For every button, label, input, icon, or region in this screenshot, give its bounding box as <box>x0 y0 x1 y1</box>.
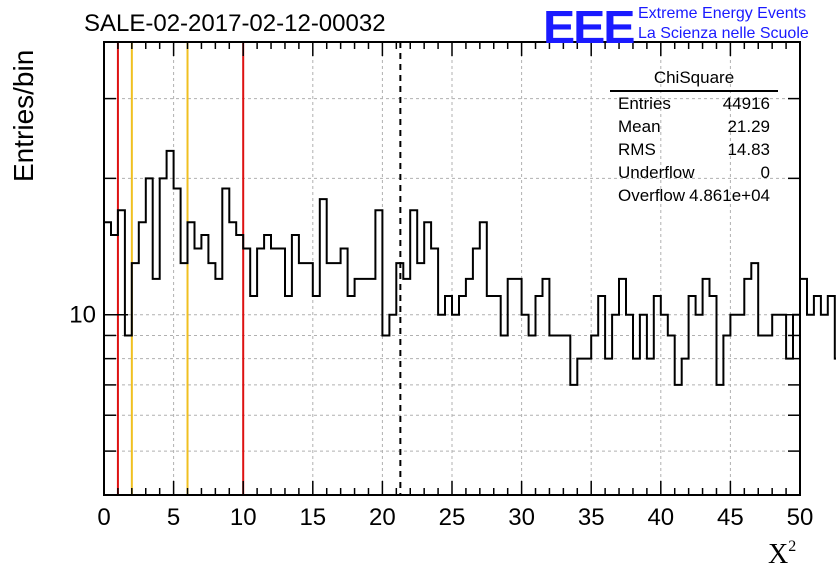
axis-ticks: 0 5 10 15 20 25 30 35 40 45 50 10 <box>69 42 813 531</box>
stats-value: 14.83 <box>727 140 770 159</box>
stats-key: Mean <box>618 117 661 136</box>
x-tick-label: 10 <box>230 504 257 531</box>
stats-key: Entries <box>618 94 671 113</box>
x-tick-label: 25 <box>439 504 466 531</box>
x-tick-label: 5 <box>167 504 180 531</box>
stats-row-rms: RMS 14.83 <box>610 138 778 161</box>
marker-lines <box>116 42 402 495</box>
stats-key: RMS <box>618 140 656 159</box>
stats-value: 44916 <box>722 94 770 113</box>
x-tick-label: 40 <box>647 504 674 531</box>
x-tick-label: 45 <box>717 504 744 531</box>
logo-line-2: La Scienza nelle Scuole <box>638 25 809 42</box>
stats-key: Underflow <box>618 163 695 182</box>
stats-row-overflow: Overflow 4.861e+04 <box>610 184 778 207</box>
x-tick-label: 0 <box>97 504 110 531</box>
x-tick-label: 20 <box>369 504 396 531</box>
x-tick-label: 50 <box>787 504 814 531</box>
logo-mark: EEE <box>543 1 635 53</box>
stats-box: ChiSquare Entries 44916 Mean 21.29 RMS 14.8… <box>610 68 778 207</box>
x-tick-label: 15 <box>299 504 326 531</box>
stats-row-entries: Entries 44916 <box>610 92 778 115</box>
y-tick-label: 10 <box>69 302 96 329</box>
x-axis-label: X2 <box>768 538 796 571</box>
x-axis-label-main: X <box>768 539 789 570</box>
y-axis-label: Entries/bin <box>8 49 39 182</box>
x-tick-label: 35 <box>578 504 605 531</box>
x-axis-label-sup: 2 <box>788 538 797 555</box>
logo-line-1: Extreme Energy Events <box>638 5 807 22</box>
stats-key: Overflow <box>618 186 686 205</box>
stats-value: 21.29 <box>727 117 770 136</box>
chart-title: SALE-02-2017-02-12-00032 <box>84 10 386 37</box>
x-tick-label: 30 <box>508 504 535 531</box>
histogram-series <box>104 149 836 386</box>
stats-value: 0 <box>760 163 770 182</box>
stats-value: 4.861e+04 <box>689 186 770 205</box>
stats-row-underflow: Underflow 0 <box>610 161 778 184</box>
stats-row-mean: Mean 21.29 <box>610 115 778 138</box>
stats-title: ChiSquare <box>610 68 778 92</box>
